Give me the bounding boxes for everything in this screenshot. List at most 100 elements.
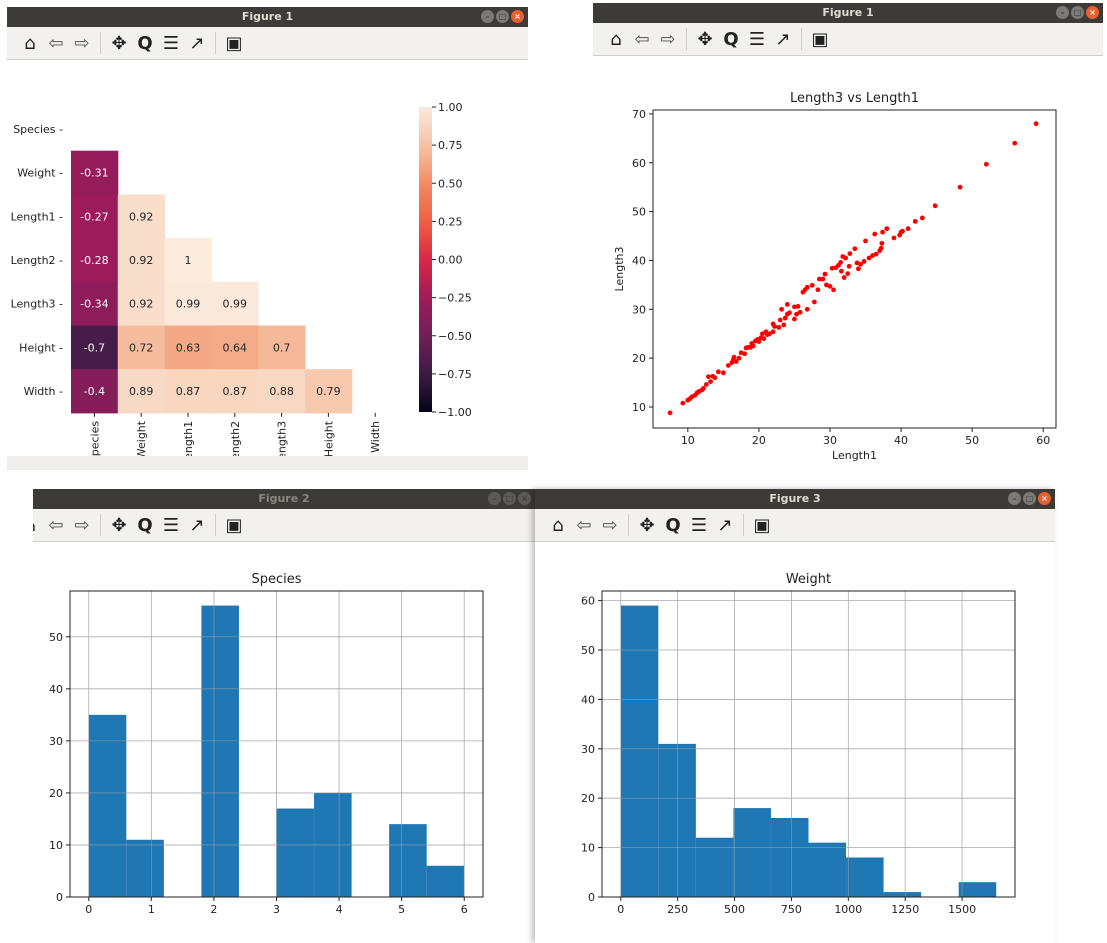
scatter-point bbox=[838, 268, 844, 274]
scatter-point bbox=[891, 235, 897, 241]
back-button[interactable]: ⇦ bbox=[45, 514, 67, 536]
scatter-point bbox=[858, 261, 863, 267]
toolbar-separator bbox=[628, 514, 629, 536]
edit-axis-icon: ↗ bbox=[717, 514, 733, 536]
title-bar[interactable]: Figure 3 – □ × bbox=[535, 489, 1055, 509]
x-tick-label: Length1 bbox=[182, 421, 195, 460]
configure-subplots-button[interactable]: ☰ bbox=[688, 514, 710, 536]
maximize-icon[interactable]: □ bbox=[503, 492, 516, 505]
forward-button[interactable]: ⇨ bbox=[71, 514, 93, 536]
home-button[interactable]: ⌂ bbox=[605, 28, 627, 50]
forward-button[interactable]: ⇨ bbox=[71, 32, 93, 54]
scatter-point bbox=[866, 255, 872, 261]
close-icon[interactable]: × bbox=[511, 10, 524, 23]
configure-subplots-button[interactable]: ☰ bbox=[160, 32, 182, 54]
cell-annotation: 0.92 bbox=[129, 298, 154, 311]
minimize-icon[interactable]: – bbox=[488, 492, 501, 505]
scatter-point bbox=[733, 359, 739, 364]
y-tick-label: Height - bbox=[19, 341, 63, 354]
maximize-icon[interactable]: □ bbox=[1071, 6, 1084, 19]
cell-annotation: 0.7 bbox=[273, 341, 291, 354]
edit-axis-button[interactable]: ↗ bbox=[186, 514, 208, 536]
scatter-point bbox=[845, 271, 851, 277]
scatter-point bbox=[878, 245, 884, 251]
cell-annotation: 0.88 bbox=[269, 385, 294, 398]
scatter-point bbox=[680, 400, 686, 406]
chart-title: Length3 vs Length1 bbox=[790, 91, 919, 106]
back-button[interactable]: ⇦ bbox=[573, 514, 595, 536]
save-button[interactable]: ▣ bbox=[751, 514, 773, 536]
status-bar bbox=[7, 456, 528, 470]
maximize-icon[interactable]: □ bbox=[1023, 492, 1036, 505]
save-button[interactable]: ▣ bbox=[223, 32, 245, 54]
scatter-point bbox=[919, 215, 925, 221]
pan-button[interactable]: ✥ bbox=[636, 514, 658, 536]
save-button[interactable]: ▣ bbox=[223, 514, 245, 536]
configure-subplots-button[interactable]: ☰ bbox=[160, 514, 182, 536]
edit-axis-button[interactable]: ↗ bbox=[186, 32, 208, 54]
scatter-point bbox=[822, 271, 828, 277]
y-tick-label: 40 bbox=[632, 254, 646, 267]
scatter-point bbox=[841, 275, 847, 280]
histogram-bar bbox=[276, 808, 315, 897]
scatter-point bbox=[847, 251, 853, 257]
minimize-icon[interactable]: – bbox=[1008, 492, 1021, 505]
cell-annotation: 0.79 bbox=[316, 385, 341, 398]
histogram-bar bbox=[770, 817, 809, 897]
scatter-point bbox=[820, 276, 826, 282]
heatmap-cell bbox=[258, 325, 306, 370]
y-tick-label: Length2 - bbox=[11, 254, 63, 267]
pan-button[interactable]: ✥ bbox=[108, 32, 130, 54]
title-bar[interactable]: Figure 1 – □ × bbox=[7, 7, 528, 27]
zoom-button[interactable]: Q bbox=[134, 514, 156, 536]
scatter-point bbox=[772, 323, 777, 329]
cell-annotation: 0.99 bbox=[176, 298, 201, 311]
pan-button[interactable]: ✥ bbox=[108, 514, 130, 536]
close-icon[interactable]: × bbox=[518, 492, 531, 505]
x-tick-label: 1500 bbox=[948, 903, 976, 916]
minimize-icon[interactable]: – bbox=[1056, 6, 1069, 19]
zoom-button[interactable]: Q bbox=[134, 32, 156, 54]
home-button[interactable]: ⌂ bbox=[33, 514, 41, 536]
zoom-button[interactable]: Q bbox=[720, 28, 742, 50]
histogram-bar bbox=[88, 714, 127, 897]
close-icon[interactable]: × bbox=[1086, 6, 1099, 19]
scatter-point bbox=[782, 315, 788, 321]
x-tick-label: 0 bbox=[85, 903, 92, 916]
colorbar-tick-label: 0.75 bbox=[438, 139, 463, 152]
scatter-point bbox=[838, 260, 844, 265]
save-button[interactable]: ▣ bbox=[809, 28, 831, 50]
back-button[interactable]: ⇦ bbox=[45, 32, 67, 54]
scatter-point bbox=[861, 259, 867, 264]
scatter-point bbox=[797, 309, 803, 315]
colorbar-tick-label: −1.00 bbox=[438, 406, 472, 419]
heatmap-cell bbox=[211, 325, 259, 370]
maximize-icon[interactable]: □ bbox=[496, 10, 509, 23]
x-tick-label: 1 bbox=[148, 903, 155, 916]
cell-annotation: 0.87 bbox=[223, 385, 248, 398]
home-button[interactable]: ⌂ bbox=[547, 514, 569, 536]
forward-button[interactable]: ⇨ bbox=[599, 514, 621, 536]
close-icon[interactable]: × bbox=[1038, 492, 1051, 505]
title-bar[interactable]: Figure 1 – □ × bbox=[593, 3, 1103, 23]
scatter-point bbox=[827, 283, 833, 289]
pan-button[interactable]: ✥ bbox=[694, 28, 716, 50]
y-tick-label: 40 bbox=[49, 683, 63, 696]
cell-annotation: -0.34 bbox=[80, 298, 108, 311]
pan-icon: ✥ bbox=[639, 514, 655, 536]
edit-axis-button[interactable]: ↗ bbox=[714, 514, 736, 536]
scatter-point bbox=[720, 370, 726, 376]
zoom-button[interactable]: Q bbox=[662, 514, 684, 536]
y-tick-label: 20 bbox=[49, 787, 63, 800]
minimize-icon[interactable]: – bbox=[481, 10, 494, 23]
title-bar[interactable]: Figure 2 – □ × bbox=[33, 489, 535, 509]
configure-subplots-button[interactable]: ☰ bbox=[746, 28, 768, 50]
home-button[interactable]: ⌂ bbox=[19, 32, 41, 54]
heatmap-cell bbox=[211, 281, 259, 326]
zoom-icon: Q bbox=[137, 32, 153, 54]
edit-axis-button[interactable]: ↗ bbox=[772, 28, 794, 50]
back-button[interactable]: ⇦ bbox=[631, 28, 653, 50]
histogram-bar bbox=[201, 605, 239, 897]
scatter-point bbox=[912, 218, 918, 224]
forward-button[interactable]: ⇨ bbox=[657, 28, 679, 50]
